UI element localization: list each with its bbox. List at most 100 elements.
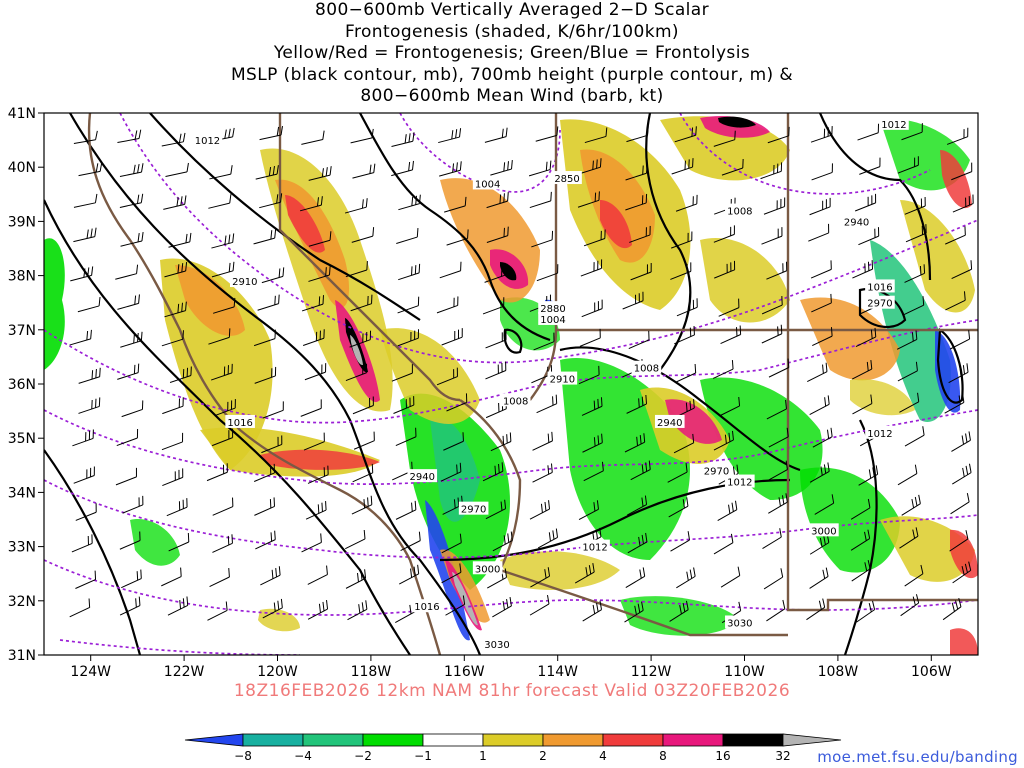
title-line-5: 800−600mb Mean Wind (barb, kt) (360, 86, 664, 106)
wind-barb (531, 230, 554, 248)
run-info-label: 18Z16FEB2026 12km NAM 81hr forecast Vali… (233, 681, 791, 701)
wind-barb (578, 365, 600, 385)
wind-barb (810, 126, 833, 143)
wind-barb (301, 295, 324, 312)
wind-barb (115, 264, 139, 280)
wind-barb (536, 264, 559, 282)
site-url-link[interactable]: moe.met.fsu.edu/banding (817, 748, 1018, 766)
wind-barb (905, 224, 927, 243)
frontogenesis-region (600, 200, 632, 249)
height-label-bg (458, 501, 489, 515)
wind-barb (530, 567, 551, 588)
wind-barb (533, 332, 555, 351)
wind-barb (486, 192, 509, 209)
mslp-label: 1008 (634, 364, 659, 375)
wind-barb (625, 164, 648, 181)
mslp-label: 1004 (540, 315, 565, 326)
wind-barb (944, 393, 965, 414)
lon-tick-label: 106W (911, 664, 952, 680)
wind-barb (396, 228, 419, 244)
wind-barb (214, 399, 236, 417)
colorbar-label: −8 (234, 749, 252, 763)
height-label-bg (407, 469, 438, 483)
height-label-bg (472, 561, 503, 575)
wind-barb (581, 397, 603, 416)
wind-barb (397, 296, 420, 314)
wind-barb (73, 227, 97, 243)
colorbar-segment (302, 733, 364, 747)
wind-barb (720, 566, 741, 588)
colorbar-label: 4 (599, 749, 607, 763)
height-label: 3000 (811, 526, 836, 537)
height-label-bg (841, 214, 872, 228)
frontolysis-region (935, 330, 961, 413)
wind-barb (353, 431, 375, 450)
wind-barb (120, 331, 143, 348)
wind-barb (350, 294, 373, 312)
wind-barb (583, 461, 604, 482)
wind-barb (760, 162, 783, 180)
wind-barb (904, 564, 924, 587)
wind-barb (809, 567, 829, 589)
wind-barb (210, 363, 233, 381)
wind-barb (398, 194, 421, 211)
wind-barb (713, 533, 734, 555)
wind-barb (897, 464, 918, 486)
wind-barb (811, 293, 832, 313)
frontogenesis-region (718, 116, 756, 128)
wind-barb (668, 497, 689, 518)
wind-barb (347, 600, 368, 621)
wind-barb (209, 165, 233, 180)
wind-barb (121, 569, 142, 589)
wind-barb (535, 126, 559, 142)
wind-barb (75, 570, 97, 589)
wind-barb (950, 493, 970, 515)
title-line-4: MSLP (black contour, mb), 700mb height (… (230, 64, 794, 85)
wind-barb (718, 298, 740, 317)
mslp-label-bg (500, 393, 531, 407)
wind-barb (349, 330, 372, 348)
height-label: 2970 (867, 299, 892, 310)
lat-tick-label: 41N (8, 106, 36, 122)
wind-barb (529, 500, 551, 520)
lon-tick-label: 108W (818, 664, 859, 680)
wind-barb (492, 531, 513, 552)
wind-barb (951, 162, 973, 181)
wind-barb (852, 260, 874, 279)
mslp-label: 1016 (867, 282, 892, 293)
wind-barb (303, 432, 325, 451)
wind-barb (300, 399, 322, 417)
wind-barb (212, 497, 234, 516)
wind-barb (208, 194, 232, 209)
colorbar: −8 −4 −2 −1 1 2 4 8 16 32 (184, 733, 842, 763)
wind-barb (949, 330, 971, 350)
wind-barb (766, 261, 788, 280)
lon-tick-label: 124W (70, 664, 111, 680)
wind-barb (582, 433, 603, 453)
wind-barb (307, 465, 329, 484)
wind-barb (810, 260, 832, 279)
height-label: 2970 (704, 467, 729, 478)
wind-barb (302, 329, 325, 346)
wind-barb (584, 127, 608, 144)
wind-barb (808, 223, 830, 242)
mslp-contour (818, 113, 932, 281)
mslp-label: 1012 (867, 429, 892, 440)
state-border (529, 329, 558, 401)
wind-barb (761, 227, 783, 245)
wind-barb (345, 529, 366, 550)
wind-barb (398, 263, 421, 281)
height-label-bg (809, 523, 839, 537)
height-contour (44, 559, 978, 616)
mslp-label: 1004 (475, 179, 500, 190)
wind-barb (858, 227, 880, 246)
wind-barb (441, 328, 463, 346)
wind-barb (345, 261, 368, 278)
mslp-label-bg (865, 279, 895, 293)
colorbar-segment (482, 733, 544, 747)
wind-barb (345, 363, 368, 382)
lon-tick-label: 110W (724, 664, 765, 680)
mslp-contour (149, 113, 421, 321)
wind-barb (254, 497, 275, 516)
